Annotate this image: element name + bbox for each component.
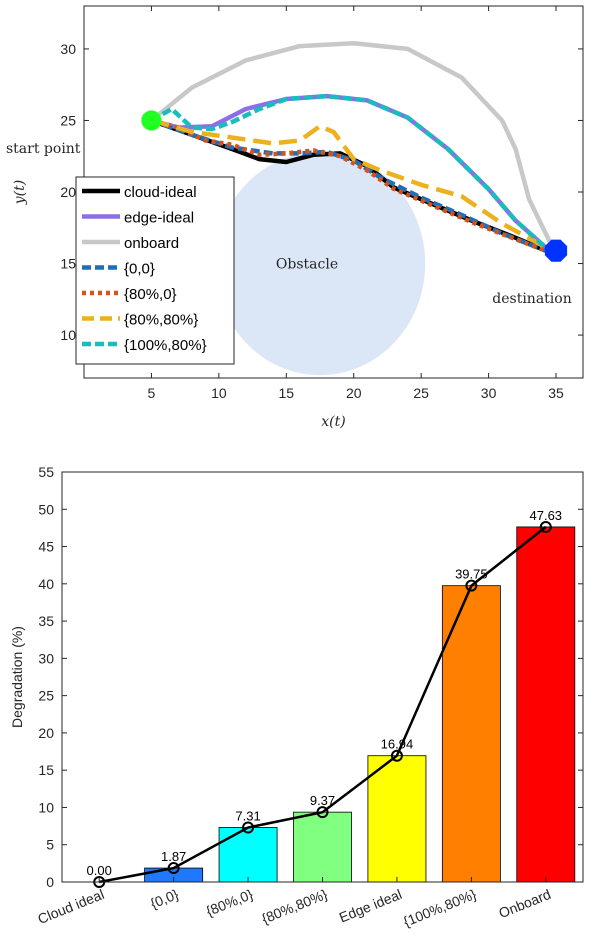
- x-tick-label: 5: [148, 385, 156, 401]
- y-tick-label: 50: [38, 501, 54, 517]
- x-tick-label-1: {0,0}: [148, 886, 181, 912]
- value-label-4: 16.94: [381, 737, 414, 752]
- series-line-4: [150, 118, 551, 255]
- y-axis-label: y(t): [12, 180, 28, 205]
- x-tick-label-0: Cloud ideal: [35, 886, 106, 927]
- x-tick-label: 20: [346, 385, 362, 401]
- x-axis-label: x(t): [321, 414, 345, 430]
- series-line-5: [150, 118, 551, 252]
- series-line-6: [150, 93, 551, 253]
- x-tick-label-2: {80%,0}: [204, 886, 256, 919]
- y-tick-label: 40: [38, 576, 54, 592]
- x-tick-label-4: Edge ideal: [337, 886, 404, 926]
- bar-5: [441, 585, 501, 883]
- bar-2: [218, 827, 278, 883]
- y-tick-label: 30: [38, 650, 54, 666]
- degradation-bar-chart: 0.00 1.87 7.31 9.37 16.94 39.75 47.63 0 5 10 15 20 2…: [9, 464, 584, 930]
- y-tick-label: 10: [38, 799, 54, 815]
- value-label-1: 1.87: [161, 849, 186, 864]
- y-tick-label: 55: [38, 464, 54, 480]
- trajectory-chart: Obstacle start point destination 5 10 15 20 25 3…: [6, 5, 584, 430]
- x-tick-label: 30: [481, 385, 497, 401]
- trend-point-3: [316, 806, 329, 819]
- x-tick-label-5: {100%,80%}: [401, 886, 479, 930]
- trend-point-1: [167, 862, 180, 875]
- trend-point-2: [242, 821, 255, 834]
- value-label-0: 0.00: [87, 863, 112, 878]
- legend-entry-3: {0,0}: [124, 261, 155, 278]
- x-tick-label: 25: [413, 385, 429, 401]
- destination-marker: [544, 239, 568, 262]
- legend-entry-6: {100%,80%}: [124, 337, 207, 354]
- y-tick-label: 0: [46, 874, 54, 890]
- bar-3: [293, 811, 352, 883]
- value-label-6: 47.63: [530, 508, 563, 523]
- value-label-5: 39.75: [455, 567, 488, 582]
- y-tick-label: 15: [60, 256, 76, 272]
- legend-box: [75, 176, 235, 365]
- trend-point-5: [465, 579, 478, 592]
- trend-point-4: [390, 749, 403, 762]
- y-axis-label: Degradation (%): [9, 626, 25, 728]
- y-tick-label: 5: [46, 837, 54, 853]
- obstacle-label: Obstacle: [276, 257, 338, 273]
- series-line-3: [150, 118, 551, 255]
- y-tick-label: 45: [38, 539, 54, 555]
- y-tick-label: 20: [60, 184, 76, 200]
- bar-4: [367, 755, 427, 883]
- bar-6: [516, 526, 576, 883]
- x-tick-label: 10: [211, 385, 227, 401]
- legend-entry-1: edge-ideal: [124, 210, 194, 227]
- y-tick-label: 35: [38, 613, 54, 629]
- y-tick-label: 10: [60, 327, 76, 343]
- legend-entry-0: cloud-ideal: [124, 184, 197, 201]
- legend-entry-5: {80%,80%}: [124, 312, 198, 329]
- legend-entry-4: {80%,0}: [124, 286, 177, 303]
- x-tick-label-3: {80%,80%}: [259, 886, 330, 927]
- y-tick-label: 25: [60, 112, 76, 128]
- trend-line: [98, 525, 547, 884]
- y-tick-label: 25: [38, 688, 54, 704]
- legend-entry-2: onboard: [124, 235, 179, 252]
- start-marker-stroke: [141, 114, 162, 127]
- x-tick-label: 15: [279, 385, 295, 401]
- destination-label: destination: [492, 291, 571, 307]
- y-tick-label: 30: [60, 41, 76, 57]
- value-label-2: 7.31: [235, 809, 260, 824]
- value-label-3: 9.37: [310, 793, 335, 808]
- start-point-label: start point: [6, 141, 81, 157]
- y-tick-label: 15: [38, 762, 54, 778]
- x-tick-label-6: Onboard: [496, 886, 553, 921]
- series-line-2: [149, 40, 556, 251]
- x-tick-label: 35: [548, 385, 564, 401]
- y-tick-label: 20: [38, 725, 54, 741]
- obstacle-shape: [214, 151, 426, 376]
- trend-point-6: [539, 520, 552, 533]
